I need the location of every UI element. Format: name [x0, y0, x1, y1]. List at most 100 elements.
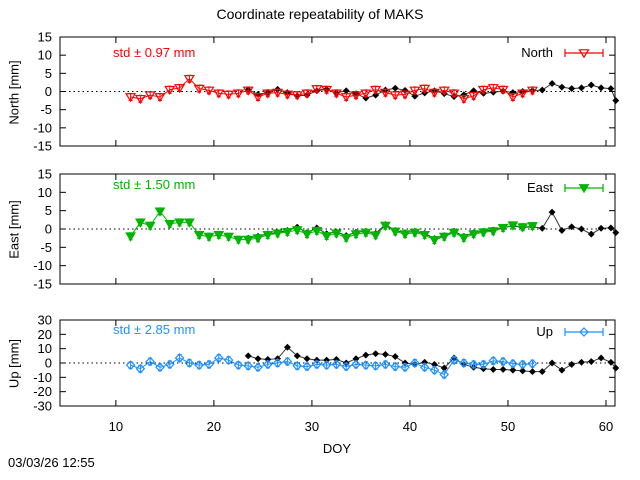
- marker-filled-triangle-down: [193, 230, 205, 241]
- marker-open-triangle-down: [370, 85, 382, 96]
- marker-open-triangle-down: [144, 91, 156, 101]
- marker-filled-triangle-down: [527, 222, 538, 232]
- marker-open-triangle-down: [183, 74, 195, 85]
- y-tick-label: 30: [38, 313, 52, 328]
- marker-filled-triangle-down: [311, 226, 323, 237]
- marker-open-diamond: [459, 358, 469, 368]
- marker-filled-triangle-down: [517, 223, 529, 233]
- y-tick-label: -5: [40, 240, 52, 255]
- marker-open-diamond: [419, 362, 430, 373]
- marker-open-triangle-down: [578, 49, 590, 59]
- marker-filled-triangle-down: [213, 230, 225, 241]
- marker-filled-diamond: [381, 350, 389, 358]
- marker-open-triangle-down: [448, 89, 460, 99]
- marker-open-triangle-down: [262, 89, 274, 99]
- marker-open-diamond: [135, 363, 146, 374]
- marker-filled-triangle-down: [291, 226, 303, 236]
- marker-filled-diamond: [612, 229, 620, 237]
- marker-filled-triangle-down: [487, 227, 499, 237]
- std-annotation-east: std ± 1.50 mm: [113, 177, 196, 192]
- marker-open-diamond: [409, 358, 420, 368]
- marker-filled-diamond: [509, 366, 517, 374]
- marker-open-diamond: [213, 353, 224, 363]
- marker-filled-triangle-down: [125, 232, 136, 242]
- marker-open-diamond: [400, 362, 410, 373]
- y-tick-label: 20: [38, 327, 52, 342]
- marker-filled-diamond: [489, 365, 497, 374]
- y-axis-label-east: East [mm]: [6, 200, 22, 259]
- marker-open-diamond: [527, 358, 538, 369]
- marker-open-diamond: [429, 365, 440, 376]
- marker-filled-diamond: [568, 85, 576, 93]
- marker-open-triangle-down: [311, 85, 323, 95]
- marker-open-diamond: [449, 355, 459, 365]
- marker-filled-triangle-down: [282, 228, 293, 238]
- y-tick-label: 5: [45, 66, 52, 81]
- marker-filled-diamond: [568, 223, 576, 231]
- marker-filled-diamond: [499, 365, 507, 374]
- marker-filled-triangle-down: [233, 235, 244, 246]
- marker-open-triangle-down: [497, 85, 509, 96]
- marker-filled-diamond: [362, 351, 370, 359]
- marker-open-triangle-down: [487, 84, 499, 94]
- marker-open-triangle-down: [134, 94, 146, 105]
- marker-filled-triangle-down: [419, 230, 431, 241]
- marker-open-diamond: [517, 359, 528, 370]
- marker-open-diamond: [292, 361, 303, 371]
- y-tick-label: 5: [45, 203, 52, 218]
- marker-open-diamond: [380, 359, 391, 370]
- marker-filled-triangle-down: [252, 234, 264, 244]
- marker-open-triangle-down: [340, 93, 352, 103]
- y-tick-label: -20: [33, 384, 52, 399]
- marker-open-diamond: [488, 356, 499, 366]
- marker-filled-diamond: [597, 224, 605, 232]
- marker-open-triangle-down: [330, 89, 342, 99]
- marker-open-diamond: [184, 358, 195, 368]
- y-tick-label: 10: [38, 341, 52, 356]
- marker-open-diamond: [262, 359, 273, 370]
- marker-open-triangle-down: [203, 86, 215, 96]
- marker-filled-triangle-down: [242, 235, 254, 246]
- marker-open-diamond: [579, 327, 589, 337]
- marker-filled-triangle-down: [272, 229, 283, 239]
- marker-open-diamond: [478, 359, 489, 370]
- marker-open-triangle-down: [379, 88, 392, 98]
- marker-open-diamond: [243, 361, 254, 371]
- marker-filled-diamond: [577, 358, 586, 366]
- marker-open-triangle-down: [252, 93, 264, 103]
- std-annotation-north: std ± 0.97 mm: [113, 45, 196, 60]
- marker-filled-triangle-down: [223, 232, 234, 243]
- marker-open-triangle-down: [213, 89, 225, 99]
- marker-open-diamond: [233, 360, 244, 370]
- marker-filled-triangle-down: [429, 236, 440, 246]
- marker-filled-diamond: [303, 355, 311, 363]
- marker-filled-diamond: [391, 84, 399, 92]
- marker-filled-diamond: [548, 359, 556, 367]
- marker-filled-triangle-down: [380, 221, 391, 232]
- marker-open-triangle-down: [360, 89, 372, 99]
- marker-open-diamond: [194, 360, 205, 370]
- marker-open-triangle-down: [350, 91, 362, 101]
- marker-filled-diamond: [558, 83, 566, 91]
- marker-filled-triangle-down: [135, 218, 146, 228]
- marker-filled-diamond: [548, 208, 556, 216]
- marker-filled-diamond: [612, 364, 620, 372]
- marker-open-diamond: [508, 358, 518, 369]
- marker-filled-triangle-down: [203, 232, 215, 243]
- marker-open-triangle-down: [517, 89, 529, 99]
- marker-filled-triangle-down: [370, 231, 381, 241]
- marker-open-triangle-down: [428, 88, 441, 98]
- marker-filled-diamond: [548, 79, 556, 88]
- x-tick-label: 60: [599, 419, 613, 434]
- marker-filled-diamond: [293, 352, 301, 360]
- marker-open-diamond: [204, 359, 214, 370]
- y-axis-label-up: Up [mm]: [6, 338, 22, 389]
- y-tick-label: 15: [38, 30, 52, 45]
- marker-filled-diamond: [577, 225, 586, 233]
- marker-open-triangle-down: [281, 90, 293, 100]
- up-Up-line: [130, 357, 533, 376]
- marker-open-diamond: [253, 362, 263, 373]
- marker-filled-diamond: [254, 355, 262, 363]
